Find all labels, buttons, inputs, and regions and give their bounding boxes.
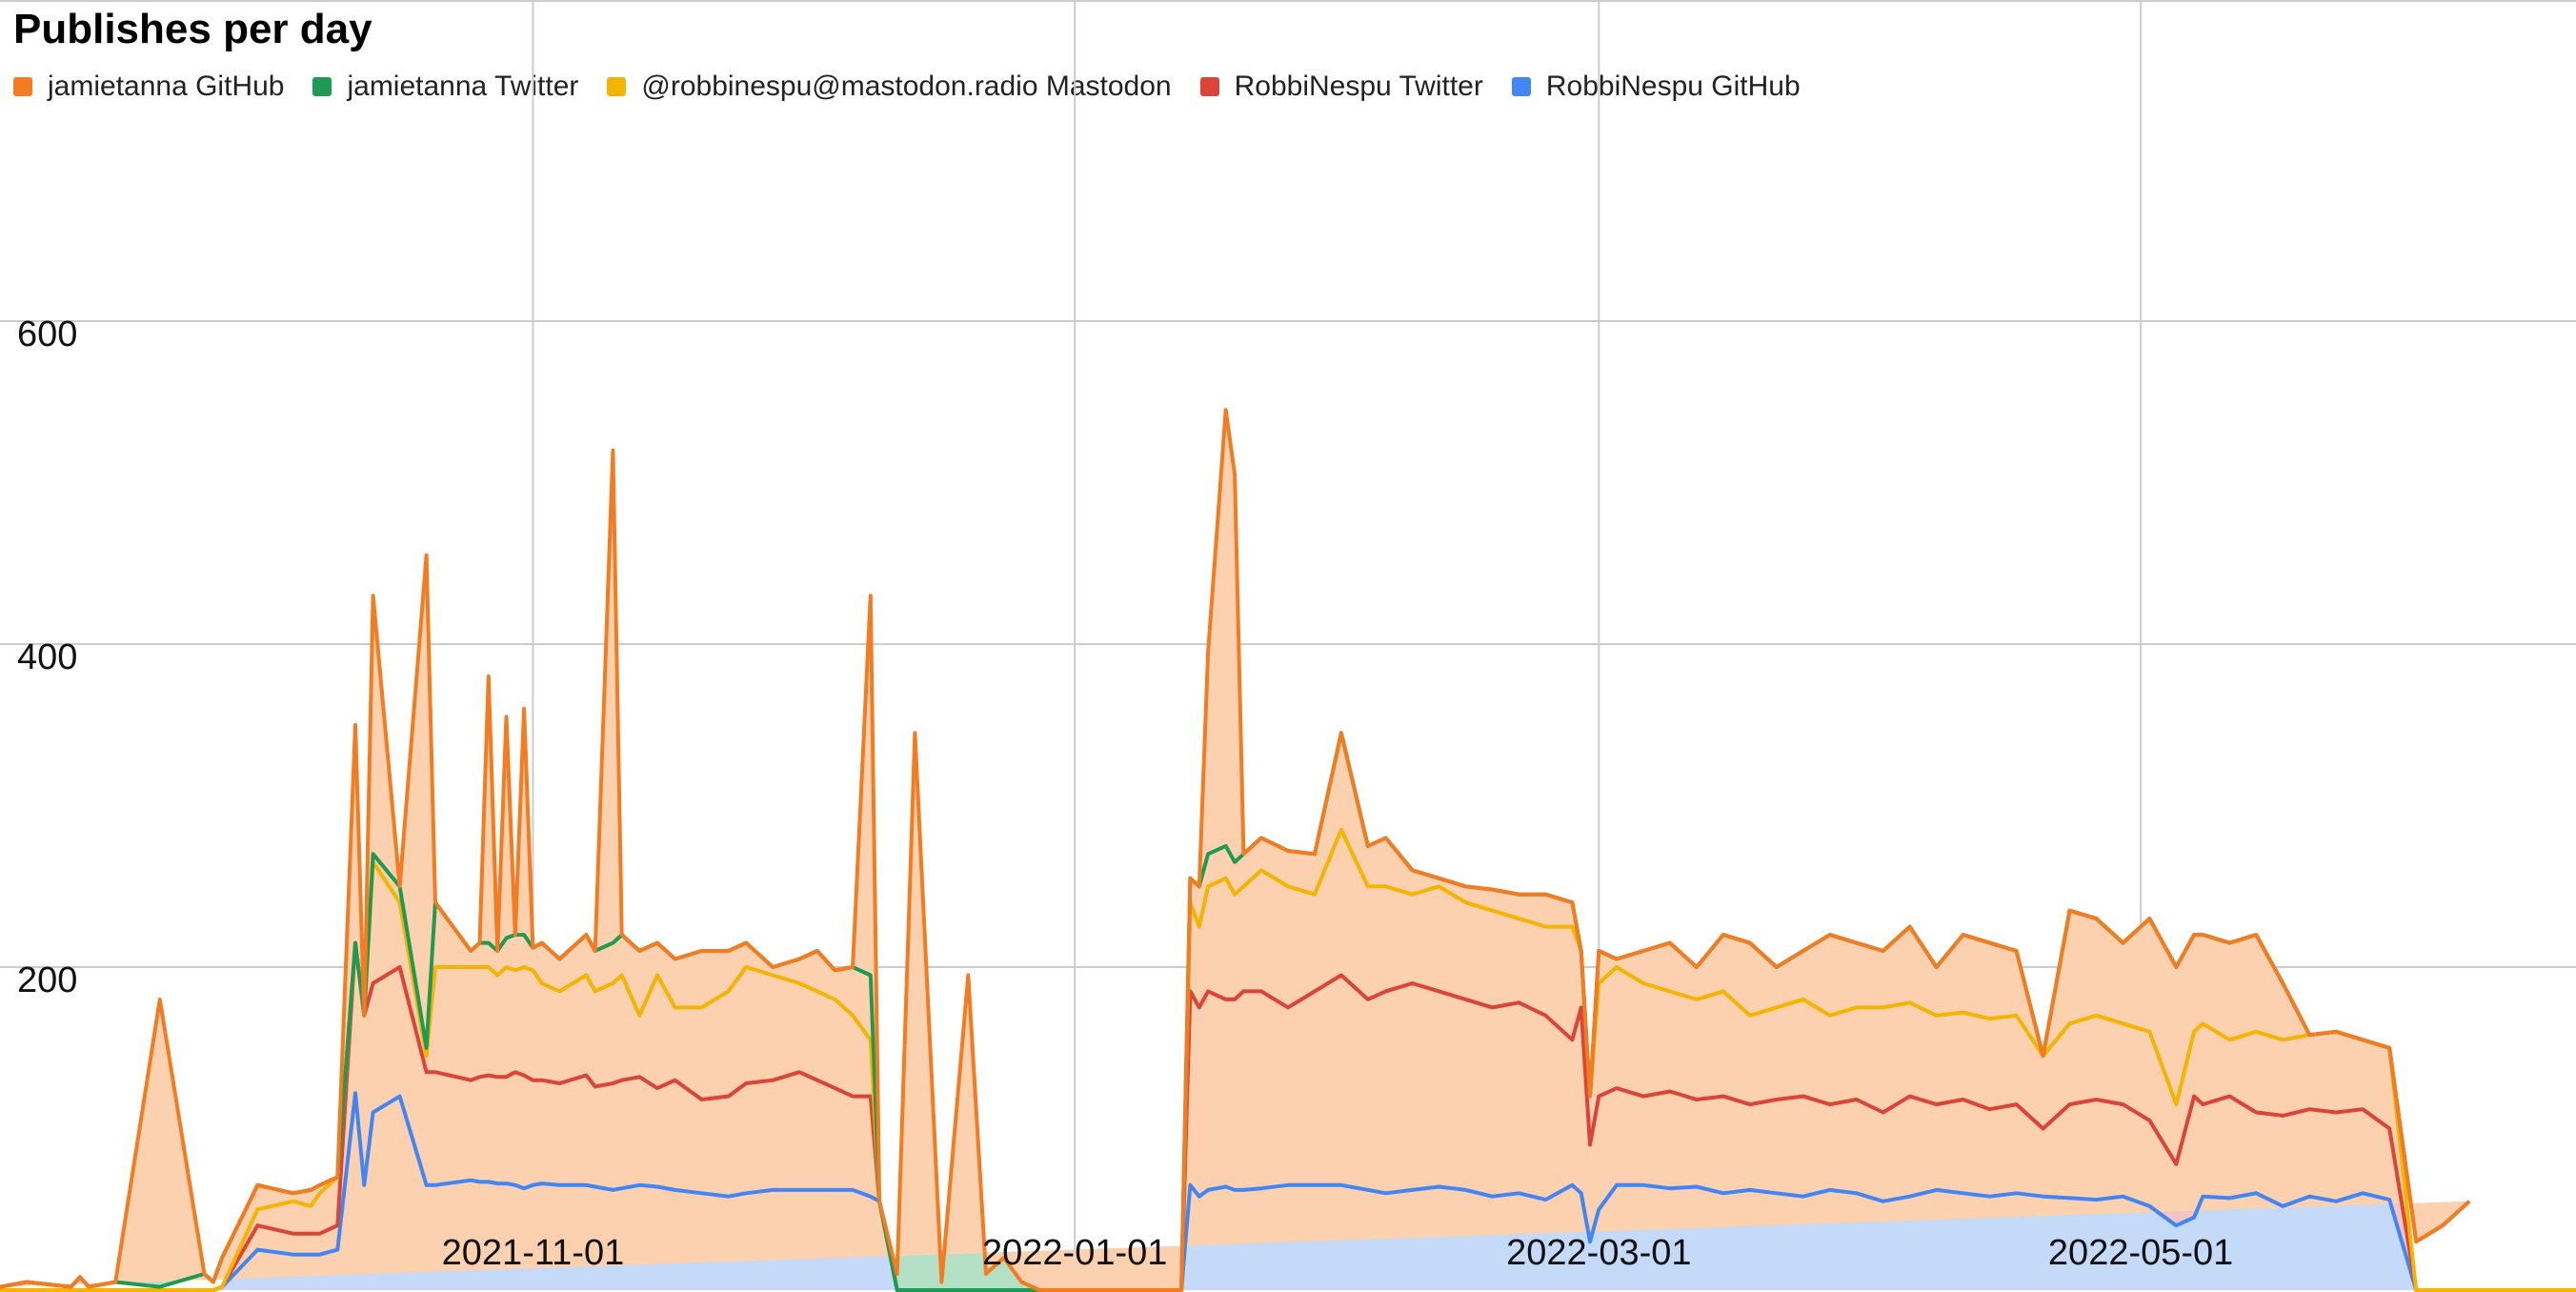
x-tick-label: 2022-01-01 bbox=[982, 1233, 1167, 1273]
line-jamietanna-github bbox=[0, 408, 2471, 1292]
chart-title: Publishes per day bbox=[13, 6, 372, 52]
legend-swatch bbox=[1199, 77, 1219, 96]
legend-item-mastodon[interactable]: @robbinespu@mastodon.radio Mastodon bbox=[607, 71, 1172, 103]
legend-item-robbinespu-github[interactable]: RobbiNespu GitHub bbox=[1511, 71, 1801, 103]
area-jamietanna-github bbox=[0, 410, 2470, 1290]
series-lines bbox=[0, 408, 2576, 1292]
legend-item-jamietanna-github[interactable]: jamietanna GitHub bbox=[13, 71, 284, 103]
legend-item-robbinespu-twitter[interactable]: RobbiNespu Twitter bbox=[1199, 71, 1483, 103]
x-tick-label: 2022-03-01 bbox=[1506, 1233, 1691, 1273]
legend-swatch bbox=[13, 77, 32, 96]
y-tick-label: 200 bbox=[17, 960, 77, 1000]
legend-label: jamietanna Twitter bbox=[347, 71, 579, 102]
y-tick-label: 400 bbox=[17, 637, 77, 677]
legend-label: @robbinespu@mastodon.radio Mastodon bbox=[641, 71, 1172, 102]
axis-labels: 200 400 600 2021-11-01 2022-01-01 2022-03-01 2… bbox=[17, 314, 2233, 1273]
legend: jamietanna GitHub jamietanna Twitter @ro… bbox=[13, 71, 1829, 103]
x-tick-label: 2021-11-01 bbox=[442, 1233, 625, 1273]
x-tick-label: 2022-05-01 bbox=[2048, 1233, 2233, 1273]
y-tick-label: 600 bbox=[17, 314, 77, 354]
legend-label: jamietanna GitHub bbox=[48, 71, 285, 102]
legend-item-jamietanna-twitter[interactable]: jamietanna Twitter bbox=[312, 71, 578, 103]
legend-swatch bbox=[607, 77, 627, 96]
legend-label: RobbiNespu GitHub bbox=[1545, 71, 1801, 102]
legend-swatch bbox=[1511, 77, 1531, 96]
legend-swatch bbox=[312, 77, 332, 96]
series-areas bbox=[0, 410, 2576, 1290]
legend-label: RobbiNespu Twitter bbox=[1234, 71, 1483, 102]
